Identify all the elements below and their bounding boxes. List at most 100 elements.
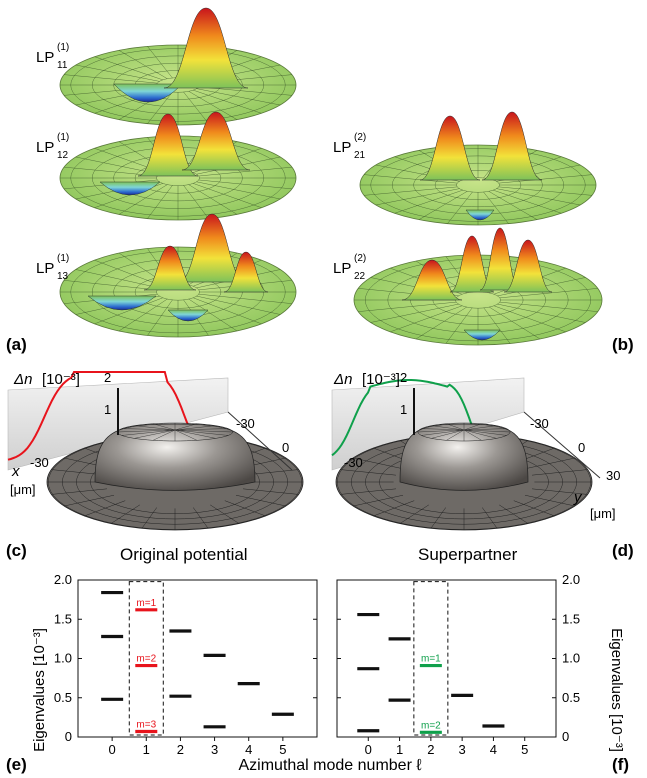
potential-panel-superpartner: 2 1 Δn [10⁻³] -30 0 -30 30 y [μm] Superp… (331, 370, 620, 564)
mesh-spoke (363, 174, 458, 184)
mesh-spoke (446, 423, 465, 431)
mesh-spoke (198, 166, 293, 177)
dn-unit: [10⁻³] (362, 371, 400, 388)
x-tick-label: 3 (211, 742, 218, 757)
mode-label-sub: 21 (354, 150, 366, 161)
plot-frame (336, 579, 557, 738)
mesh-spoke (147, 185, 173, 219)
mesh-spoke (463, 425, 497, 431)
mesh-spoke (463, 423, 482, 431)
mode-label-sub: 11 (57, 60, 68, 71)
mode-order-label: m=2 (421, 720, 441, 731)
x-tick-label: 2 (177, 742, 184, 757)
mesh-spoke (183, 185, 209, 219)
mesh-spoke (141, 507, 157, 529)
x-tick-label: 5 (279, 742, 286, 757)
mode-surface-lp21 (359, 111, 597, 226)
mesh-spoke (94, 56, 164, 81)
mesh-spoke (174, 429, 198, 441)
dn-tick-1: 1 (104, 402, 111, 417)
x-axis-title: Azimuthal mode number ℓ (238, 757, 421, 774)
panel-caption-superpartner: Superpartner (418, 545, 518, 564)
mesh-spoke (496, 188, 581, 206)
mesh-spoke (75, 269, 160, 289)
mode-label-base: LP (333, 260, 351, 277)
mesh-spoke (499, 504, 529, 524)
mode-trough (87, 295, 157, 311)
mesh-spoke (188, 298, 238, 332)
mesh-spoke (493, 305, 566, 333)
x-tick-label: 3 (459, 742, 466, 757)
mesh-spoke (134, 429, 176, 439)
mesh-spoke (431, 425, 465, 431)
coord-tick: 0 (282, 440, 289, 455)
mode-lobe (419, 115, 481, 181)
y-axis-title-right: Eigenvalues [10⁻³] (608, 628, 625, 752)
mode-label-sub: 12 (57, 150, 69, 161)
mode-label-lp21: LP (2) 21 (333, 132, 366, 161)
mesh-spoke (63, 74, 158, 84)
mesh-spoke (447, 191, 473, 224)
mode-surface-lp12 (59, 111, 297, 221)
panel-letter-d: (d) (612, 541, 634, 560)
dn-label: Δn (333, 371, 352, 388)
mesh-spoke (118, 50, 168, 79)
mode-label-sup: (1) (57, 42, 69, 53)
y-axis-line (227, 411, 293, 471)
potential-dome (94, 423, 256, 491)
mesh-spoke (431, 429, 465, 439)
dn-unit: [10⁻³] (42, 371, 80, 388)
mesh-spoke (118, 184, 168, 215)
mode-label-lp13: LP (1) 13 (36, 253, 69, 282)
mode-lobe (401, 259, 463, 301)
mode-trough (99, 181, 161, 196)
mesh-spoke (198, 179, 293, 190)
eigenvalue-chart-superpartner: 0 1 2 3 4 5 0 0.5 1.0 1.5 2.0 m=1 m=2 (336, 572, 580, 757)
mesh-spoke (463, 429, 497, 439)
y-tick-label: 2.0 (54, 572, 72, 587)
coord-tick: 0 (578, 440, 585, 455)
mesh-spoke (353, 494, 404, 507)
mode-label-lp12: LP (1) 12 (36, 132, 69, 161)
x-tick-label: 0 (365, 742, 372, 757)
mesh-spoke (373, 500, 415, 517)
x-tick-label: 2 (427, 742, 434, 757)
mode-order-label: m=1 (136, 598, 156, 609)
mesh-spoke (147, 299, 173, 336)
mode-surface-lp22 (353, 227, 603, 346)
mode-order-label: m=3 (136, 720, 156, 731)
mesh-spoke (498, 186, 593, 196)
highlight-box (413, 581, 449, 736)
mesh-spoke (192, 183, 262, 208)
mesh-spoke (524, 494, 575, 507)
mode-label-lp22: LP (2) 22 (333, 253, 366, 282)
mesh-spoke (415, 306, 467, 340)
mesh-spoke (483, 191, 509, 224)
mesh-spoke (224, 500, 266, 517)
mesh-spoke (174, 428, 229, 431)
mesh-spoke (63, 280, 158, 291)
mesh-spoke (174, 429, 229, 436)
panel-letter-b: (b) (612, 335, 634, 354)
mesh-spoke (147, 91, 173, 124)
mesh-spoke (188, 91, 238, 120)
mesh-spoke (117, 429, 176, 433)
mesh-spoke (492, 189, 562, 214)
mode-label-lp11: LP (1) 11 (36, 42, 69, 71)
mode-label-sup: (1) (57, 132, 69, 143)
eigenvalue-chart-original: 0 1 2 3 4 5 0 0.5 1.0 1.5 2.0 m=1 m=2 m=3 (54, 572, 318, 757)
x-axis-unit: [μm] (10, 482, 36, 497)
panel-letter-c: (c) (6, 541, 27, 560)
mesh-spoke (497, 303, 586, 323)
mesh-spoke (421, 429, 465, 436)
highlight-box (128, 581, 164, 736)
mesh-spoke (353, 457, 404, 470)
mode-label-sub: 22 (354, 271, 366, 282)
mesh-spoke (482, 507, 498, 529)
mode-label-sup: (2) (354, 132, 366, 143)
coord-tick: -30 (344, 455, 363, 470)
mesh-spoke (94, 297, 164, 325)
mode-surface-lp11 (59, 7, 297, 126)
mesh-spoke (134, 425, 176, 431)
mesh-spoke (152, 429, 176, 441)
